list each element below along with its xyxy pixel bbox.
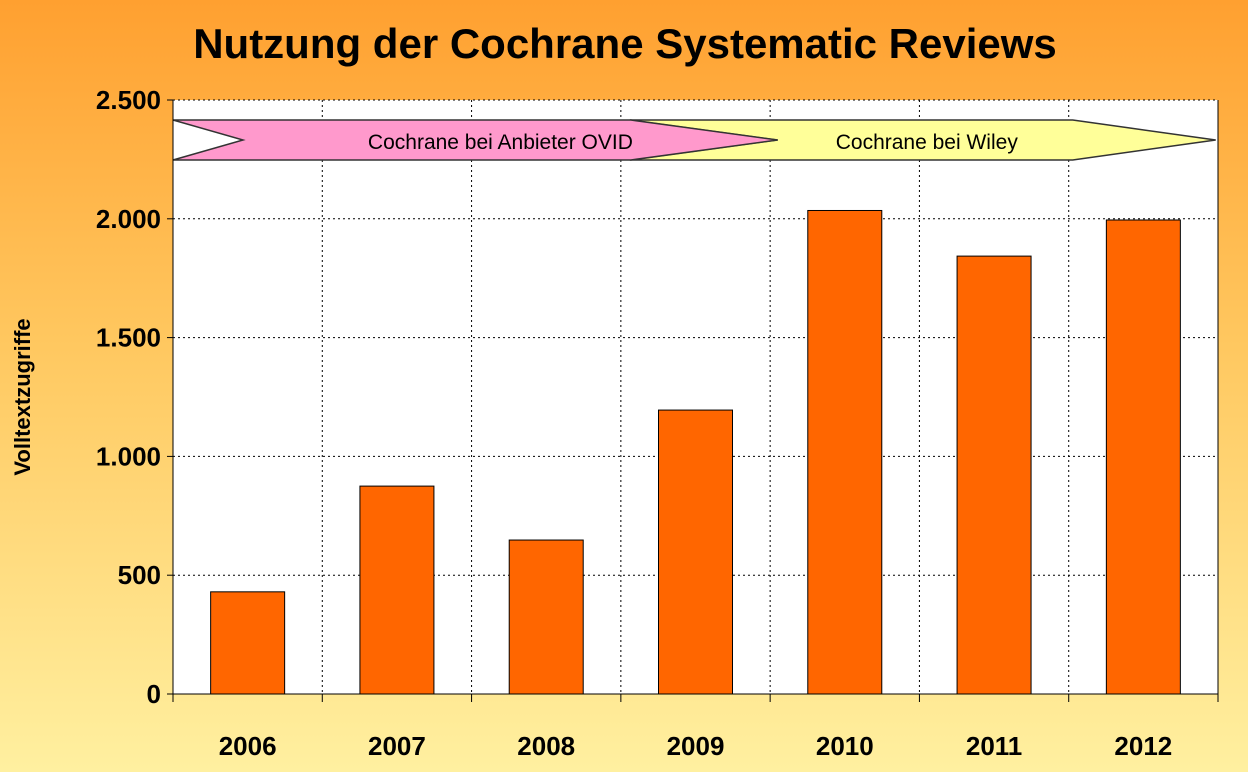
x-tick-label: 2007 xyxy=(368,731,426,761)
y-tick-label: 0 xyxy=(147,679,161,709)
x-tick-label: 2009 xyxy=(667,731,725,761)
chart-title: Nutzung der Cochrane Systematic Reviews xyxy=(193,20,1057,67)
bar-2007 xyxy=(359,485,435,695)
bar-2009 xyxy=(658,409,733,695)
y-tick-label: 2.000 xyxy=(96,204,161,234)
y-axis-label: Volltextzugriffe xyxy=(10,318,35,475)
bar-2010 xyxy=(807,209,883,695)
y-tick-label: 1.000 xyxy=(96,441,161,471)
annotation-arrow xyxy=(172,119,778,161)
y-tick-label: 1.500 xyxy=(96,323,161,353)
bar-2012 xyxy=(1105,219,1181,695)
x-tick-label: 2006 xyxy=(219,731,277,761)
bar-2011 xyxy=(956,255,1032,695)
x-tick-label: 2011 xyxy=(966,731,1022,761)
y-tick-label: 2.500 xyxy=(96,85,161,115)
y-tick-label: 500 xyxy=(118,560,161,590)
x-tick-label: 2010 xyxy=(816,731,874,761)
bar-2006 xyxy=(210,591,286,695)
x-tick-label: 2008 xyxy=(517,731,575,761)
annotation-label: Cochrane bei Anbieter OVID xyxy=(368,131,633,154)
x-tick-label: 2012 xyxy=(1114,731,1172,761)
bar-2008 xyxy=(508,539,584,695)
annotation-label: Cochrane bei Wiley xyxy=(836,131,1019,154)
